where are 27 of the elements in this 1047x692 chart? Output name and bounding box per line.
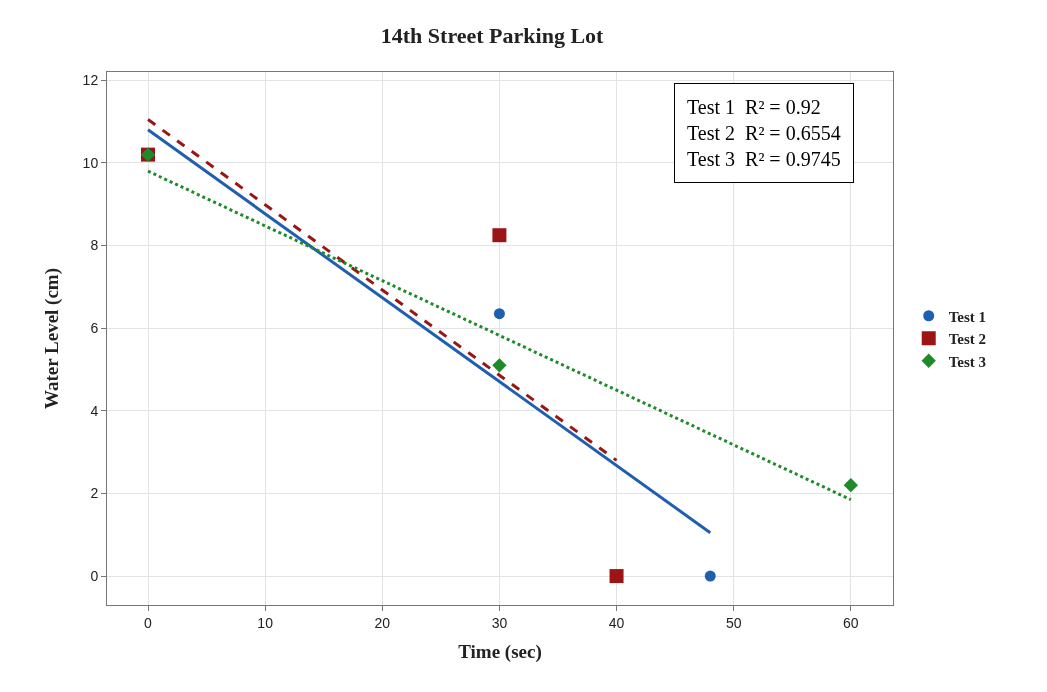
point <box>704 570 716 582</box>
point <box>493 308 505 320</box>
y-tick-label: 6 <box>90 320 99 337</box>
y-tick-label: 12 <box>82 72 99 89</box>
chart-title: 14th Street Parking Lot <box>380 23 605 49</box>
legend-label: Test 1 <box>948 308 987 325</box>
x-tick-label: 20 <box>374 614 391 631</box>
legend-label: Test 2 <box>948 331 987 348</box>
y-axis-title: Water Level (cm) <box>41 267 64 410</box>
x-tick-label: 0 <box>144 614 153 631</box>
x-tick-label: 30 <box>491 614 508 631</box>
point <box>843 478 858 493</box>
y-tick-label: 8 <box>90 237 99 254</box>
legend-label: Test 3 <box>948 353 987 370</box>
x-tick-label: 60 <box>843 614 859 631</box>
point <box>609 569 624 584</box>
x-tick-label: 10 <box>257 614 274 631</box>
annotation: Test 1 R² = 0.92 Test 2 R² = 0.6554 Test 3 R² = 0.9745 <box>687 96 841 170</box>
point <box>492 358 507 373</box>
y-tick-label: 4 <box>90 402 99 419</box>
y-tick-label: 10 <box>82 154 99 171</box>
x-tick-label: 40 <box>608 614 625 631</box>
x-tick-label: 50 <box>725 614 742 631</box>
point <box>492 228 507 243</box>
x-axis-title: Time (sec) <box>458 640 542 663</box>
y-tick-label: 0 <box>90 567 99 584</box>
y-tick-label: 2 <box>90 485 99 502</box>
